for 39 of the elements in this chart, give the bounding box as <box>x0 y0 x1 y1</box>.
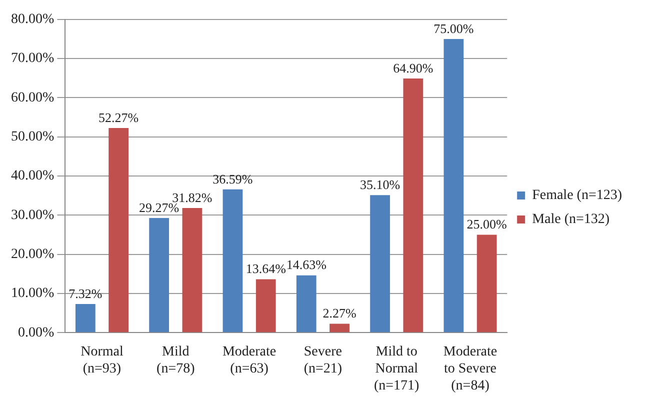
data-label: 52.27% <box>98 110 139 125</box>
bar <box>296 275 316 332</box>
bar <box>182 208 202 332</box>
data-label: 25.00% <box>466 216 508 232</box>
data-label: 75.00% <box>434 20 474 36</box>
x-tick-label: Mild (n=78) <box>156 344 196 376</box>
y-tick-label: 50.00% <box>10 130 54 145</box>
y-tick-label: 60.00% <box>10 90 54 106</box>
y-tick-label: 10.00% <box>10 286 54 302</box>
y-tick-label: 20.00% <box>10 246 54 262</box>
bar <box>108 128 129 332</box>
x-tick-label: Moderate to Severe (n=84) <box>443 344 498 394</box>
data-label: 2.27% <box>322 306 356 321</box>
bar <box>330 324 350 332</box>
y-tick-label: 30.00% <box>10 208 54 223</box>
x-tick-label: Severe (n=21) <box>304 344 342 376</box>
bar <box>476 234 497 332</box>
y-tick-label: 80.00% <box>10 12 54 28</box>
legend-label: Male (n=132) <box>532 212 610 228</box>
data-label: 13.64% <box>246 261 286 276</box>
data-label: 36.59% <box>212 171 253 186</box>
x-tick-label: Moderate (n=63) <box>222 344 276 376</box>
y-tick-label: 0.00% <box>18 325 54 340</box>
y-tick-label: 40.00% <box>10 168 54 184</box>
data-label: 7.32% <box>68 286 102 301</box>
legend-label: Female (n=123) <box>532 188 622 204</box>
data-label: 35.10% <box>360 177 400 192</box>
x-tick-label: Mild to Normal (n=171) <box>374 344 420 394</box>
bar <box>75 304 96 332</box>
data-label: 64.90% <box>393 60 434 76</box>
bar <box>370 195 390 332</box>
bar <box>444 38 464 332</box>
y-tick-label: 70.00% <box>10 51 54 66</box>
bar <box>222 189 243 332</box>
bar <box>403 78 424 332</box>
data-label: 14.63% <box>286 257 327 272</box>
bar <box>256 279 276 332</box>
x-tick-label: Normal (n=93) <box>80 344 124 376</box>
bar <box>149 218 170 332</box>
